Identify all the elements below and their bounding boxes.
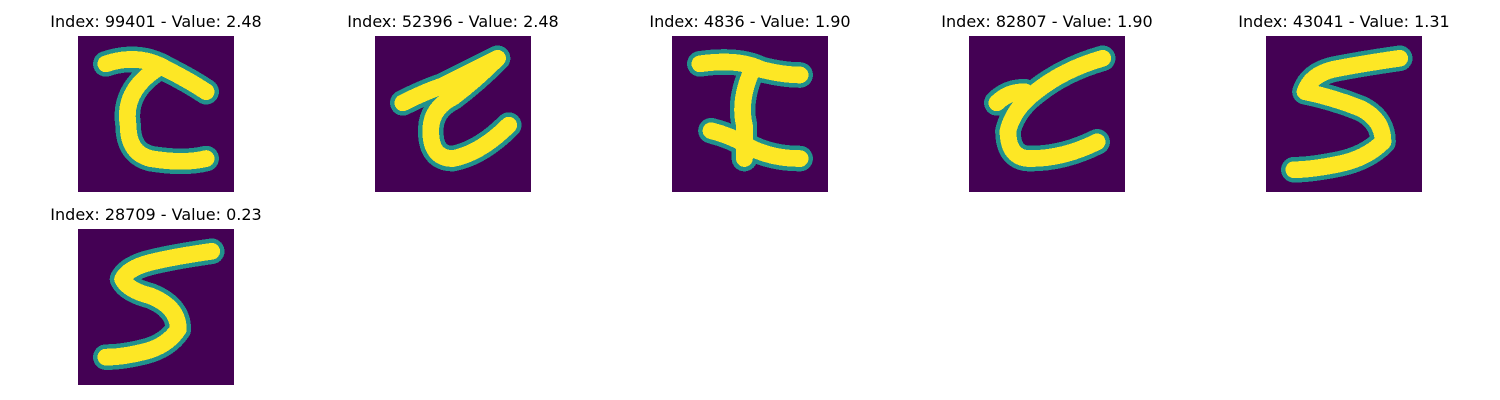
digit-image-99401 <box>78 36 234 192</box>
panel-4: Index: 82807 - Value: 1.90 <box>897 12 1197 202</box>
digit-image-82807 <box>969 36 1125 192</box>
panel-title: Index: 52396 - Value: 2.48 <box>303 12 603 32</box>
panel-title: Index: 99401 - Value: 2.48 <box>6 12 306 32</box>
panel-1: Index: 99401 - Value: 2.48 <box>6 12 306 202</box>
panel-2: Index: 52396 - Value: 2.48 <box>303 12 603 202</box>
panel-title: Index: 43041 - Value: 1.31 <box>1194 12 1494 32</box>
digit-image-43041 <box>1266 36 1422 192</box>
panel-6: Index: 28709 - Value: 0.23 <box>6 205 306 395</box>
panel-title: Index: 28709 - Value: 0.23 <box>6 205 306 225</box>
digit-image-4836 <box>672 36 828 192</box>
panel-title: Index: 4836 - Value: 1.90 <box>600 12 900 32</box>
panel-3: Index: 4836 - Value: 1.90 <box>600 12 900 202</box>
panel-title: Index: 82807 - Value: 1.90 <box>897 12 1197 32</box>
panel-5: Index: 43041 - Value: 1.31 <box>1194 12 1494 202</box>
digit-image-28709 <box>78 229 234 385</box>
digit-image-52396 <box>375 36 531 192</box>
